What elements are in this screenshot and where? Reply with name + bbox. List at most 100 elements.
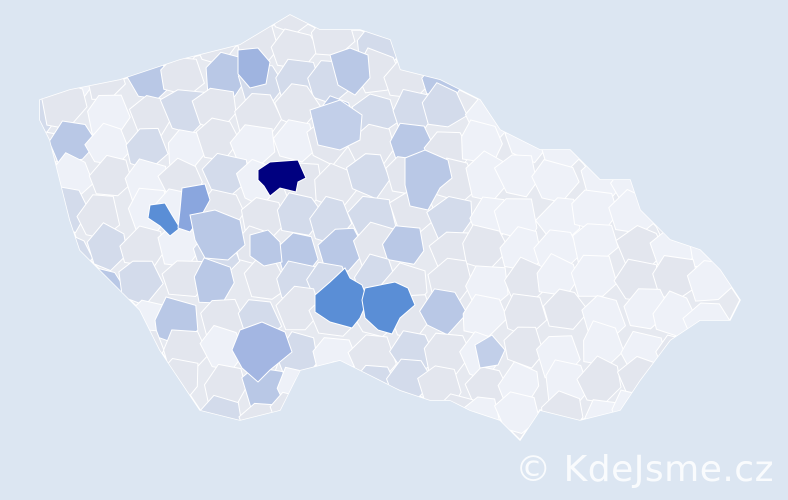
district — [82, 18, 127, 63]
district — [88, 154, 133, 197]
district — [686, 84, 733, 128]
district — [166, 15, 212, 32]
district — [118, 328, 165, 372]
district — [688, 53, 732, 94]
district — [419, 27, 467, 68]
district — [428, 393, 477, 440]
district — [493, 391, 540, 435]
district — [579, 15, 629, 65]
district — [272, 119, 316, 163]
district — [89, 359, 134, 403]
district — [535, 15, 585, 36]
district — [508, 93, 554, 141]
district-highlighted — [257, 159, 307, 197]
district — [40, 286, 55, 336]
district — [651, 63, 700, 110]
district — [505, 17, 554, 62]
district — [689, 24, 740, 67]
district — [356, 385, 402, 431]
district-tiles — [40, 15, 740, 440]
district-highlighted — [329, 47, 371, 96]
district — [83, 388, 127, 433]
district — [83, 15, 135, 28]
district — [571, 15, 619, 27]
district — [113, 16, 163, 67]
district — [532, 83, 585, 131]
district — [695, 15, 740, 36]
district — [155, 357, 199, 400]
district-highlighted — [474, 334, 506, 369]
district — [40, 259, 49, 305]
district — [86, 222, 128, 272]
district — [48, 260, 93, 304]
district — [423, 332, 472, 375]
district — [583, 57, 627, 103]
district — [612, 118, 660, 163]
district — [693, 164, 740, 209]
district — [313, 15, 358, 24]
district — [40, 59, 53, 105]
district — [651, 127, 703, 174]
district — [542, 288, 590, 330]
district — [40, 192, 48, 236]
district — [500, 52, 546, 100]
district — [79, 300, 125, 342]
district — [40, 15, 52, 34]
district — [40, 161, 50, 210]
district-highlighted — [189, 209, 246, 261]
district — [541, 63, 589, 108]
district — [611, 389, 658, 435]
district — [688, 400, 739, 440]
district — [48, 327, 91, 372]
district — [571, 91, 617, 139]
district — [40, 330, 50, 377]
district — [381, 395, 427, 440]
district — [470, 50, 516, 96]
district — [275, 285, 322, 331]
district — [532, 25, 583, 68]
district — [683, 362, 732, 407]
district — [650, 393, 693, 438]
district — [421, 82, 468, 128]
district — [652, 199, 699, 239]
district — [650, 17, 695, 59]
district — [126, 15, 174, 34]
district-highlighted — [237, 47, 271, 89]
district — [157, 401, 203, 440]
district — [204, 15, 251, 40]
district — [50, 368, 97, 415]
district — [378, 15, 427, 26]
district — [343, 15, 387, 33]
district-highlighted — [231, 321, 293, 383]
district — [462, 15, 508, 27]
district — [381, 225, 425, 265]
district — [693, 333, 737, 381]
district — [40, 21, 58, 65]
district — [269, 391, 319, 438]
district — [493, 154, 538, 198]
district — [620, 90, 664, 135]
district — [692, 195, 738, 244]
district — [423, 15, 471, 42]
district — [655, 334, 704, 380]
district — [40, 363, 47, 402]
district — [317, 227, 367, 272]
district — [44, 15, 89, 35]
district — [228, 15, 274, 32]
highlighted-districts — [147, 47, 506, 383]
district — [49, 394, 95, 440]
district — [40, 220, 49, 265]
district — [122, 389, 172, 435]
district — [40, 392, 52, 437]
district-highlighted — [309, 99, 363, 151]
district — [607, 56, 654, 106]
district — [472, 17, 515, 61]
district — [570, 254, 618, 297]
district — [652, 164, 699, 210]
district — [610, 15, 654, 35]
district — [82, 329, 130, 379]
district — [504, 15, 556, 32]
district — [620, 31, 666, 73]
district — [503, 326, 545, 369]
